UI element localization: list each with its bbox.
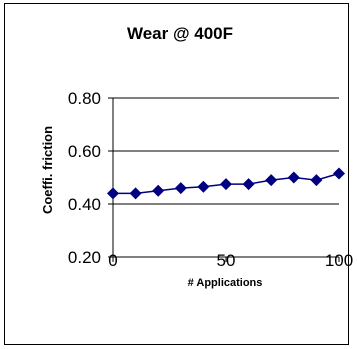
tick-labels: 0.80 0.60 0.40 0.20 0 50 100: [68, 89, 353, 270]
data-point: [197, 180, 210, 193]
y-tick-label: 0.60: [68, 142, 101, 161]
x-tick-label: 50: [217, 251, 236, 270]
y-axis-label: Coeffi. friction: [40, 126, 55, 214]
x-axis-label: # Applications: [188, 277, 263, 289]
y-tick-label: 0.80: [68, 89, 101, 108]
data-point: [220, 178, 232, 191]
data-series: [107, 167, 345, 200]
y-tick-label: 0.20: [68, 248, 101, 267]
data-point: [242, 178, 255, 191]
data-point: [129, 187, 142, 200]
x-tick-label: 0: [108, 251, 117, 270]
x-tick-label: 100: [325, 251, 353, 270]
axes: [108, 97, 340, 262]
data-point: [174, 182, 187, 195]
data-point: [333, 167, 345, 180]
data-point: [310, 174, 323, 187]
data-point: [107, 187, 119, 200]
y-tick-label: 0.40: [68, 195, 101, 214]
data-point: [152, 184, 165, 197]
gridlines: [113, 97, 339, 205]
chart-title: Wear @ 400F: [127, 24, 233, 43]
data-point: [287, 171, 300, 184]
data-point: [265, 174, 278, 187]
